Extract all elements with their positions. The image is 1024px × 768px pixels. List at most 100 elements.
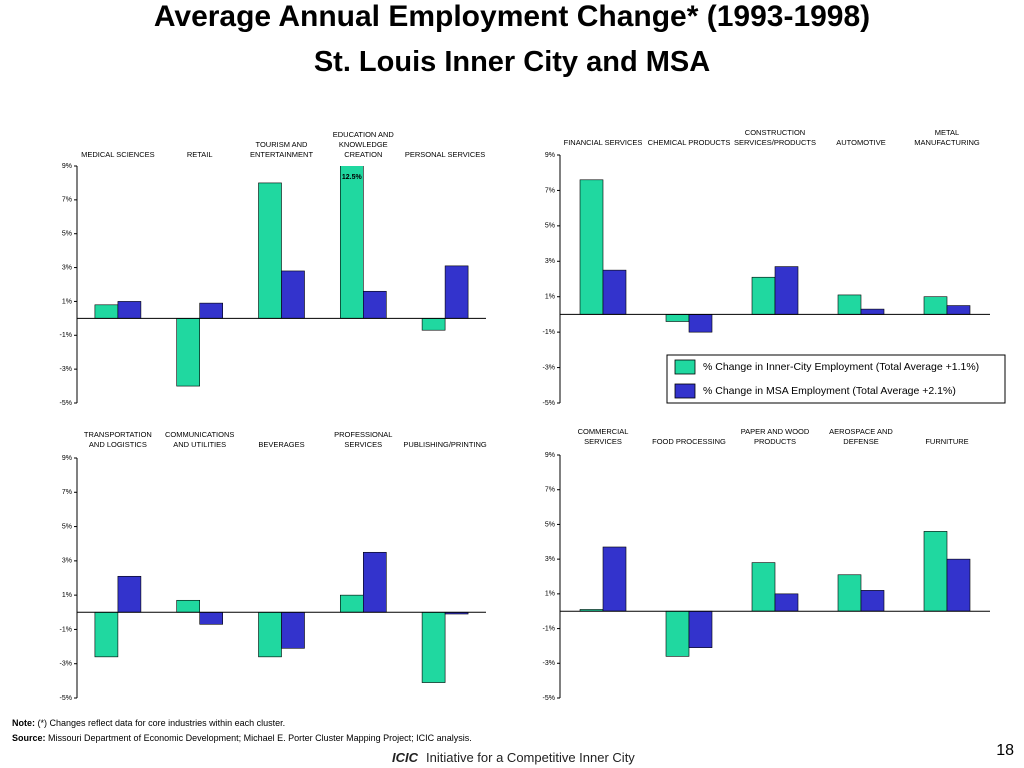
- y-tick-label: 1%: [62, 298, 72, 305]
- y-tick-label: -1%: [543, 329, 555, 336]
- y-tick-label: -5%: [60, 695, 72, 702]
- bar: [751, 562, 776, 612]
- y-tick-label: -5%: [543, 400, 555, 407]
- x-tick-label: PERSONAL SERVICES: [404, 150, 486, 159]
- note: Note: (*) Changes reflect data for core …: [12, 718, 285, 728]
- y-tick-label: 3%: [62, 558, 72, 565]
- bar: [421, 611, 446, 683]
- bar: [94, 611, 119, 658]
- y-tick-label: -5%: [543, 695, 555, 702]
- bar: [602, 546, 627, 612]
- x-tick-label: PAPER AND WOOD PRODUCTS: [740, 427, 810, 446]
- source-text: Missouri Department of Economic Developm…: [48, 733, 472, 743]
- y-tick-label: 7%: [545, 187, 555, 194]
- bar: [117, 575, 142, 613]
- x-tick-label: MEDICAL SCIENCES: [81, 150, 155, 159]
- legend-label: % Change in Inner-City Employment (Total…: [703, 361, 979, 373]
- bar: [117, 301, 142, 319]
- bar: [774, 266, 799, 315]
- y-tick-label: 5%: [62, 231, 72, 238]
- y-tick-label: 9%: [545, 452, 555, 459]
- y-tick-label: 7%: [62, 489, 72, 496]
- bar: [444, 265, 469, 319]
- y-tick-label: -3%: [60, 366, 72, 373]
- bar: [199, 611, 223, 625]
- bar: [923, 296, 948, 315]
- bar: [665, 314, 690, 322]
- x-tick-label: COMMUNICATIONS AND UTILITIES: [164, 430, 235, 449]
- bar: [688, 314, 713, 333]
- bar: [860, 308, 885, 315]
- x-tick-label: FOOD PROCESSING: [652, 437, 726, 446]
- x-tick-label: AEROSPACE AND DEFENSE: [829, 427, 893, 446]
- y-tick-label: -3%: [543, 364, 555, 371]
- y-tick-label: 1%: [545, 294, 555, 301]
- bar: [258, 611, 282, 658]
- y-tick-label: 9%: [545, 152, 555, 159]
- y-tick-label: -1%: [543, 625, 555, 632]
- x-tick-label: EDUCATION AND KNOWLEDGE CREATION: [332, 130, 394, 159]
- footer-text: Initiative for a Competitive Inner City: [426, 750, 635, 765]
- bar: [946, 558, 971, 612]
- y-tick-label: -5%: [60, 400, 72, 407]
- bar: [281, 611, 305, 649]
- x-tick-label: BEVERAGES: [258, 440, 305, 449]
- bar: [923, 531, 948, 612]
- x-tick-label: FINANCIAL SERVICES: [563, 138, 643, 147]
- y-tick-label: -3%: [543, 660, 555, 667]
- legend-swatch: [674, 383, 696, 399]
- y-tick-label: 1%: [545, 591, 555, 598]
- bar: [602, 269, 627, 315]
- y-tick-label: -1%: [60, 332, 72, 339]
- bar: [946, 305, 971, 315]
- x-tick-label: PROFESSIONAL SERVICES: [334, 430, 393, 449]
- title: Average Annual Employment Change* (1993-…: [153, 0, 871, 33]
- x-tick-label: CHEMICAL PRODUCTS: [647, 138, 731, 147]
- bar: [837, 574, 862, 612]
- x-tick-label: CONSTRUCTION SERVICES/PRODUCTS: [734, 128, 816, 147]
- footer: ICIC Initiative for a Competitive Inner C…: [392, 750, 635, 765]
- bar: [362, 551, 387, 613]
- x-tick-label: TOURISM AND ENTERTAINMENT: [249, 140, 314, 159]
- bar: [176, 599, 200, 613]
- note-text: (*) Changes reflect data for core indust…: [37, 718, 286, 728]
- x-tick-label: PUBLISHING/PRINTING: [403, 440, 487, 449]
- y-tick-label: 9%: [62, 163, 72, 170]
- x-tick-label: TRANSPORTATION AND LOGISTICS: [83, 430, 152, 449]
- legend-swatch: [674, 359, 696, 375]
- y-tick-label: 3%: [545, 258, 555, 265]
- y-tick-label: -1%: [60, 626, 72, 633]
- x-tick-label: FURNITURE: [925, 437, 969, 446]
- legend-label: % Change in MSA Employment (Total Averag…: [703, 385, 956, 397]
- bar: [665, 610, 690, 657]
- bar: [688, 610, 713, 648]
- page-number: 18: [996, 742, 1014, 759]
- subtitle: St. Louis Inner City and MSA: [313, 46, 711, 78]
- y-tick-label: 3%: [62, 264, 72, 271]
- y-tick-label: 5%: [545, 223, 555, 230]
- y-tick-label: 3%: [545, 556, 555, 563]
- bar: [199, 302, 223, 319]
- y-tick-label: 7%: [62, 197, 72, 204]
- source-label: Source:: [12, 733, 46, 743]
- bar: [774, 593, 799, 612]
- bar: [94, 304, 119, 319]
- y-tick-label: 1%: [62, 592, 72, 599]
- source: Source: Missouri Department of Economic …: [12, 733, 472, 743]
- y-tick-label: -3%: [60, 661, 72, 668]
- bar: [339, 594, 364, 613]
- bar: [176, 318, 200, 387]
- value-label: 12.5%: [342, 174, 363, 181]
- x-tick-label: AUTOMOTIVE: [836, 138, 886, 147]
- footer-logo: ICIC: [392, 750, 418, 765]
- y-tick-label: 9%: [62, 455, 72, 462]
- note-label: Note:: [12, 718, 35, 728]
- x-tick-label: COMMERCIAL SERVICES: [577, 427, 629, 446]
- bar: [860, 590, 885, 612]
- bar: [579, 179, 604, 315]
- x-tick-label: RETAIL: [186, 150, 213, 159]
- legend-box: [666, 354, 1006, 404]
- y-tick-label: 5%: [62, 523, 72, 530]
